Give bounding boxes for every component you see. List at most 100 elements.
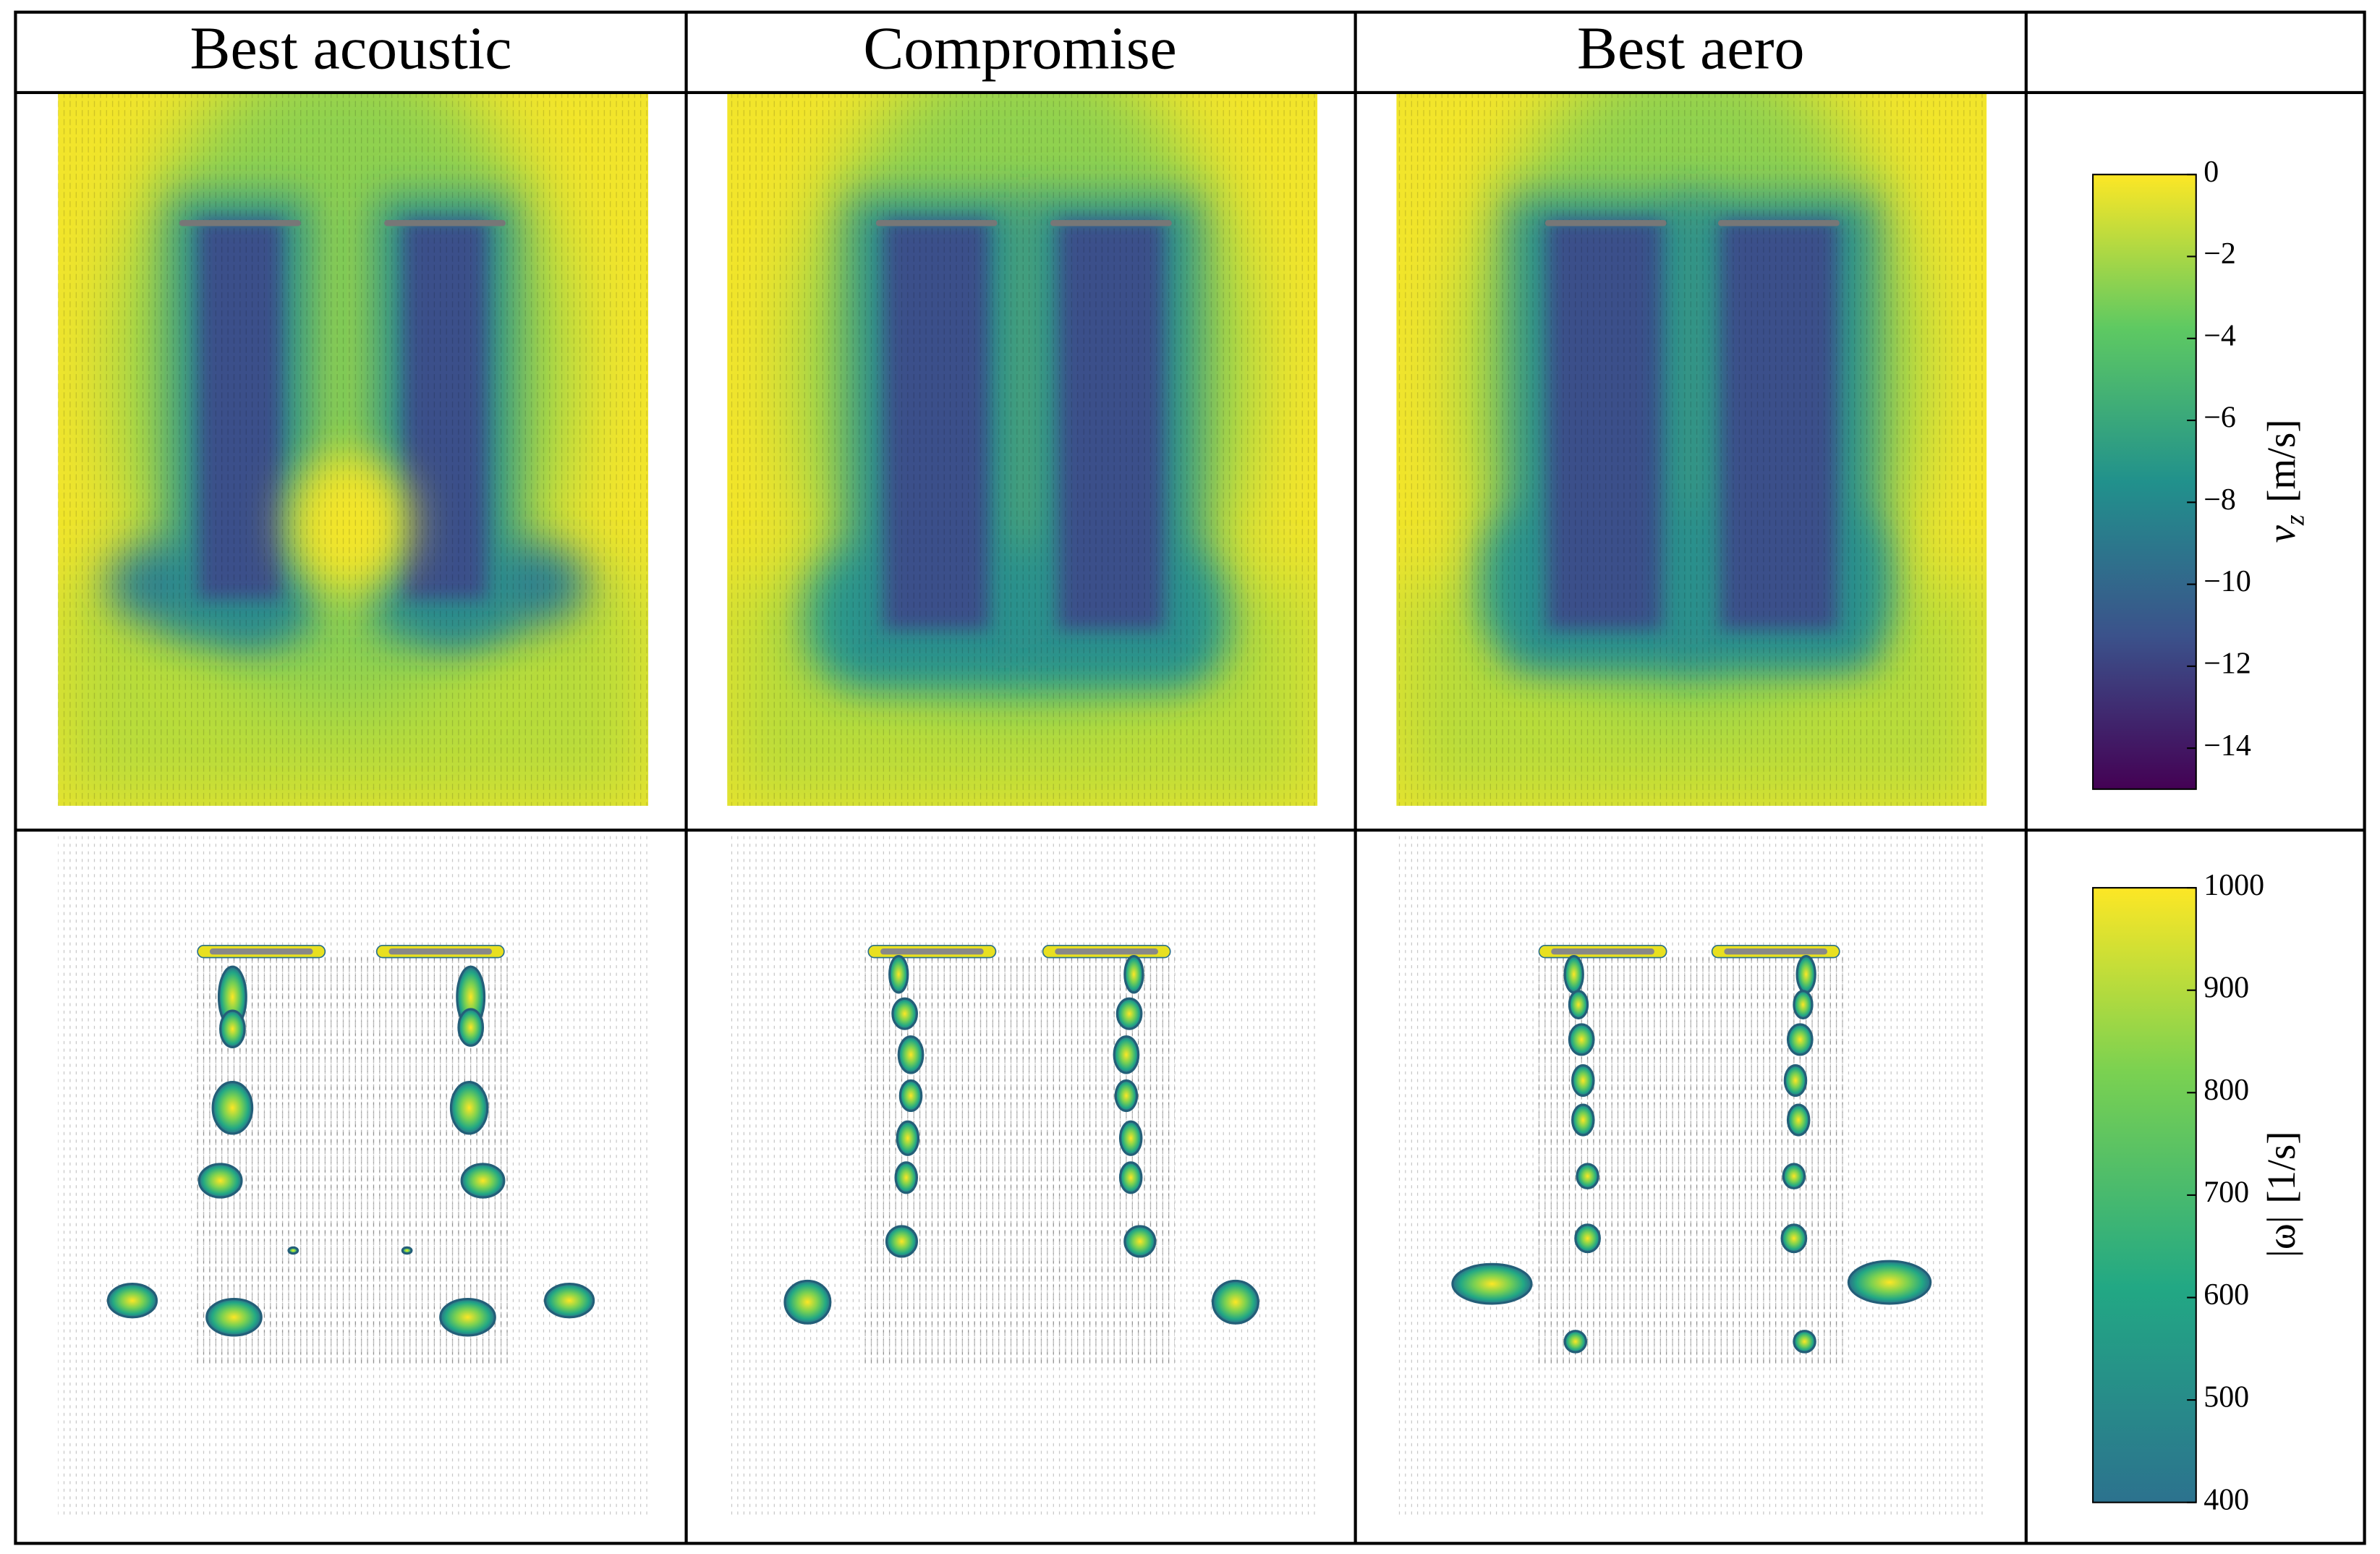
vortex-blob <box>783 1279 832 1325</box>
panels <box>58 94 1987 1518</box>
vortex-blob <box>1568 1023 1595 1056</box>
vortex-blob <box>460 1163 506 1199</box>
vortex-blob <box>888 954 909 994</box>
rotor <box>179 220 301 226</box>
colorbar-tick-label: 900 <box>2203 971 2249 1004</box>
colorbar-tick-label: −2 <box>2203 237 2236 271</box>
vortex-blob <box>1123 1225 1157 1258</box>
colorbar <box>2092 887 2197 1503</box>
quiver <box>58 94 649 806</box>
velocity-field <box>58 94 649 806</box>
vortex-blob <box>1576 1163 1599 1190</box>
vortex-blob <box>457 1008 485 1047</box>
colorbar-tick-label: −8 <box>2203 483 2236 517</box>
colorbar-tick-label: −6 <box>2203 402 2236 435</box>
colorbar-tick-label: 1000 <box>2203 869 2264 902</box>
jet-quiver <box>192 956 509 1366</box>
vortex-blob <box>219 1009 246 1048</box>
label-variable: |ω| <box>2259 1215 2303 1257</box>
colorbar-tick-label: −14 <box>2203 729 2251 763</box>
vortex-blob <box>205 1298 263 1337</box>
colorbar-tick-label: 800 <box>2203 1074 2249 1107</box>
vortex-blob <box>897 1035 925 1074</box>
rotor <box>880 948 984 955</box>
vortex-blob <box>1118 1161 1143 1194</box>
vortex-blob <box>1793 1330 1816 1354</box>
vortex-blob <box>1786 1103 1811 1137</box>
vortex-blob <box>211 1081 254 1135</box>
vortex-blob <box>1114 1079 1139 1113</box>
vortex-blob <box>1563 1330 1588 1354</box>
vortex-blob <box>1113 1035 1140 1074</box>
vortex-blob <box>1782 1163 1806 1190</box>
vortex-blob <box>197 1163 243 1199</box>
vortex-blob <box>894 1161 918 1194</box>
vorticity-field <box>727 834 1318 1518</box>
vortex-blob <box>1786 1023 1814 1056</box>
vortex-blob <box>1574 1223 1601 1254</box>
quiver <box>1396 94 1987 806</box>
vortex-blob <box>543 1283 595 1319</box>
vortex-blob <box>1571 1103 1595 1137</box>
label-subscript: z <box>2280 514 2311 526</box>
vortex-blob <box>896 1120 920 1156</box>
vorticity-field <box>1396 834 1987 1518</box>
rotor <box>388 948 493 955</box>
colorbar-tick-label: 600 <box>2203 1278 2249 1312</box>
vortex-blob <box>1568 990 1589 1020</box>
vortex-blob <box>1793 990 1814 1020</box>
vortex-blob <box>439 1298 496 1337</box>
velocity-field <box>1396 94 1987 806</box>
vortex-blob <box>1780 1223 1808 1254</box>
column-title: Best acoustic <box>190 14 512 82</box>
quiver <box>727 94 1318 806</box>
vortex-blob <box>885 1225 918 1258</box>
vortex-blob <box>1571 1063 1595 1097</box>
vortex-blob <box>1123 954 1144 994</box>
vortex-blob <box>106 1283 158 1319</box>
column-title: Compromise <box>863 14 1176 82</box>
colorbar-tick-label: 500 <box>2203 1381 2249 1414</box>
rotor <box>1551 948 1654 955</box>
rotor <box>1724 948 1828 955</box>
vortex-blob <box>1795 954 1816 994</box>
column-title: Best aero <box>1577 14 1804 82</box>
vortex-blob <box>1847 1260 1932 1305</box>
rotor <box>1055 948 1158 955</box>
colorbar-tick-label: 700 <box>2203 1176 2249 1210</box>
label-variable: v <box>2259 525 2303 543</box>
vortex-blob <box>1211 1279 1259 1325</box>
vortex-blob <box>1118 1120 1143 1156</box>
rotor <box>1050 220 1172 226</box>
colorbar-tick-label: −12 <box>2203 647 2251 680</box>
vortex-blob <box>1563 954 1584 994</box>
vortex-blob <box>401 1246 413 1255</box>
label-unit: [1/s] <box>2259 1131 2303 1204</box>
colorbar-label: |ω| [1/s] <box>2259 1131 2303 1257</box>
rotor <box>209 948 313 955</box>
label-unit: [m/s] <box>2259 420 2303 503</box>
vortex-blob <box>1783 1063 1808 1097</box>
vortex-blob <box>898 1079 923 1113</box>
colorbars: 0 −2 −4 −6 −8 −10 −12 −14 vz [m/s] 400 500 600 700 800… <box>2092 156 2311 1516</box>
rotor <box>384 220 506 226</box>
velocity-field <box>727 94 1318 806</box>
colorbar-tick-label: −4 <box>2203 319 2236 352</box>
table-border <box>14 10 2366 1545</box>
rotor <box>875 220 998 226</box>
colorbar-tick-label: −10 <box>2203 565 2251 598</box>
colorbar-tick-label: 400 <box>2203 1483 2249 1516</box>
rotor <box>1544 220 1667 226</box>
rotor <box>1717 220 1840 226</box>
vortex-blob <box>1451 1262 1533 1305</box>
vortex-blob <box>287 1246 299 1255</box>
vortex-blob <box>449 1081 489 1135</box>
vorticity-field <box>58 834 649 1518</box>
colorbar-tick-label: 0 <box>2203 156 2219 189</box>
colorbar <box>2092 174 2197 790</box>
colorbar-label: vz [m/s] <box>2259 420 2311 543</box>
table-grid <box>14 10 2366 1545</box>
vortex-blob <box>891 997 918 1030</box>
